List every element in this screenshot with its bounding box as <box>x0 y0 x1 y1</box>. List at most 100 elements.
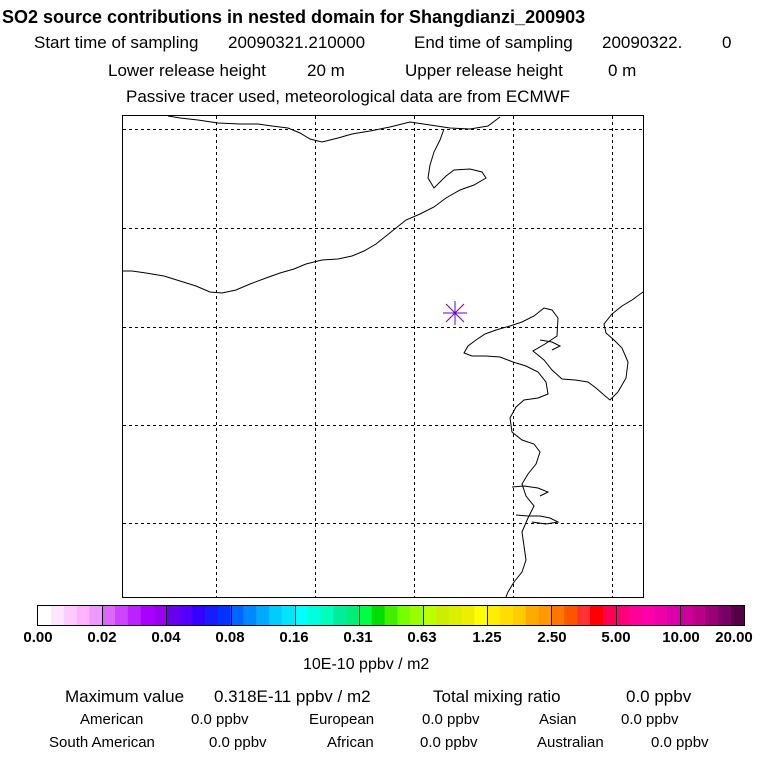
color-bar-cell <box>166 606 180 625</box>
european-value: 0.0 ppbv <box>422 711 480 728</box>
color-bar-cell <box>705 606 719 625</box>
color-bar-cell <box>474 606 488 625</box>
border-inner <box>123 128 487 294</box>
colorbar-tick-6: 0.63 <box>407 629 437 646</box>
color-bar-cell <box>320 606 334 625</box>
coastline-east <box>463 291 644 598</box>
african-label: African <box>327 734 374 751</box>
color-bar-cell <box>63 606 78 625</box>
australian-value: 0.0 ppbv <box>651 734 709 751</box>
color-bar-cell <box>294 606 309 625</box>
color-bar-cell <box>435 606 450 625</box>
upper-release-label: Upper release height <box>405 61 563 80</box>
lower-release-label: Lower release height <box>108 61 266 80</box>
australian-label: Australian <box>537 734 604 751</box>
total-mixing-value: 0.0 ppbv <box>626 687 692 706</box>
color-bar-cell <box>346 606 360 625</box>
color-bar-cell <box>731 606 745 625</box>
color-bar-cell <box>641 606 655 625</box>
color-bar-cell <box>38 606 52 625</box>
color-bar-cell <box>679 606 694 625</box>
station-marker <box>443 301 467 325</box>
color-bar-cell <box>140 606 155 625</box>
color-bar-cell <box>192 606 206 625</box>
tracer-note: Passive tracer used, meteorological data… <box>126 87 571 106</box>
south-american-label: South American <box>49 734 155 751</box>
colorbar-tick-7: 1.25 <box>472 629 502 646</box>
color-bar-cell <box>448 606 463 625</box>
color-bar-cell <box>654 606 668 625</box>
color-bar-cell <box>230 606 244 625</box>
end-time-suffix: 0 <box>722 33 732 52</box>
map-frame <box>122 115 644 598</box>
plot-title: SO2 source contributions in nested domai… <box>2 7 586 27</box>
colorbar-tick-2: 0.04 <box>151 629 181 646</box>
colorbar-tick-0: 0.00 <box>23 629 53 646</box>
color-bar-cell <box>307 606 321 625</box>
asian-label: Asian <box>539 711 577 728</box>
color-bar-cell <box>666 606 681 625</box>
colorbar-tick-9: 5.00 <box>601 629 631 646</box>
lat-lon-grid <box>123 116 643 597</box>
color-bar-cell <box>718 606 732 625</box>
border-north <box>167 115 501 143</box>
color-bar-cell <box>564 606 578 625</box>
color-bar-cell <box>551 606 565 625</box>
color-bar-cell <box>281 606 296 625</box>
african-value: 0.0 ppbv <box>420 734 478 751</box>
color-bar-cell <box>76 606 90 625</box>
coastlines-borders <box>123 115 644 598</box>
colorbar-tick-5: 0.31 <box>343 629 373 646</box>
american-label: American <box>80 711 144 728</box>
color-bar-cell <box>243 606 257 625</box>
color-bar-cell <box>577 606 591 625</box>
color-bar-cell <box>512 606 527 625</box>
color-bar-cell <box>50 606 65 625</box>
colorbar-tick-3: 0.08 <box>215 629 245 646</box>
color-bar-cell <box>487 606 501 625</box>
color-bar-cell <box>153 606 167 625</box>
color-bar-cell <box>204 606 219 625</box>
color-bar-cell <box>602 606 617 625</box>
coastline-islet-3 <box>539 339 562 351</box>
european-label: European <box>309 711 375 728</box>
color-bar-cell <box>217 606 232 625</box>
max-value-label: Maximum value <box>65 687 185 706</box>
colorbar-tick-11: 20.00 <box>715 629 753 646</box>
end-time-value: 20090322. <box>602 33 683 52</box>
color-bar-cell <box>269 606 283 625</box>
color-bar-cell <box>333 606 347 625</box>
colorbar-tick-1: 0.02 <box>87 629 117 646</box>
color-bar-cell <box>397 606 411 625</box>
colorbar-unit: 10E-10 ppbv / m2 <box>303 656 430 673</box>
color-bar-cell <box>628 606 642 625</box>
color-bar-cell <box>461 606 476 625</box>
start-time-value: 20090321.210000 <box>228 33 366 52</box>
color-bar-cell <box>89 606 103 625</box>
color-bar-cell <box>256 606 270 625</box>
color-bar-cell <box>615 606 630 625</box>
color-bar-cell <box>102 606 116 625</box>
color-bar-dividers <box>102 606 681 625</box>
coastline-islet-1 <box>511 485 550 497</box>
color-bar-cell <box>423 606 437 625</box>
color-bar-cell <box>589 606 604 625</box>
start-time-label: Start time of sampling <box>34 33 199 52</box>
end-time-label: End time of sampling <box>414 33 573 52</box>
colorbar-tick-4: 0.16 <box>279 629 309 646</box>
total-mixing-label: Total mixing ratio <box>433 687 561 706</box>
colorbar-tick-10: 10.00 <box>662 629 700 646</box>
colorbar-tick-8: 2.50 <box>537 629 567 646</box>
color-bar-cell <box>692 606 707 625</box>
color-bar-cells <box>38 606 745 625</box>
max-value: 0.318E-11 ppbv / m2 <box>214 687 371 706</box>
color-bar-cell <box>371 606 386 625</box>
color-bar-cell <box>384 606 399 625</box>
color-bar-cell <box>115 606 129 625</box>
color-bar-cell <box>525 606 540 625</box>
coastline-islet-2 <box>515 514 560 525</box>
upper-release-value: 0 m <box>608 61 637 80</box>
color-bar-cell <box>127 606 142 625</box>
lower-release-value: 20 m <box>307 61 345 80</box>
